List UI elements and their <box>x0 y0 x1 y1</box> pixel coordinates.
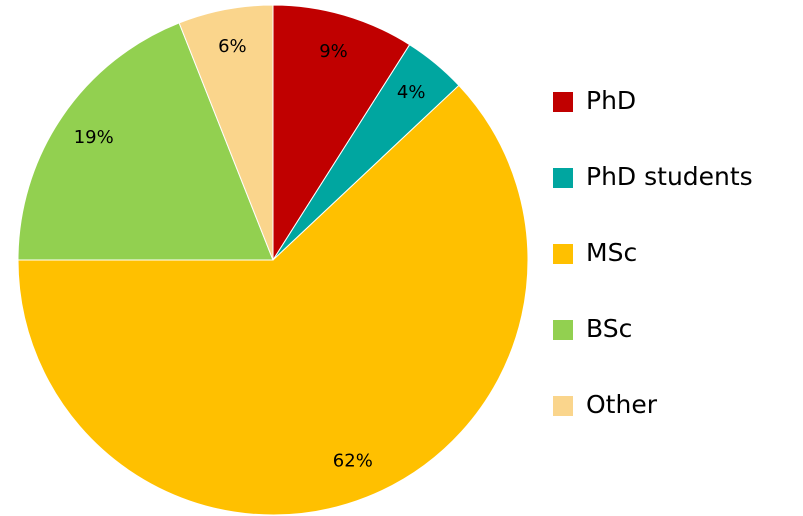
pie-slice <box>17 22 274 261</box>
slice-label: 9% <box>319 41 348 62</box>
legend-swatch <box>553 244 573 264</box>
slice-label: 4% <box>397 82 426 103</box>
legend-label: MSc <box>586 238 637 267</box>
legend-swatch <box>553 396 573 416</box>
legend-label: PhD students <box>586 162 753 191</box>
pie-slice <box>17 84 529 516</box>
legend-label: Other <box>586 390 658 419</box>
pie-slice <box>272 4 411 262</box>
legend-swatch <box>553 320 573 340</box>
legend-swatch <box>553 168 573 188</box>
slice-label: 62% <box>333 451 373 472</box>
pie-slice <box>178 4 274 261</box>
legend-swatch <box>553 92 573 112</box>
slice-label: 6% <box>218 36 247 57</box>
legend-label: PhD <box>586 86 636 115</box>
legend-label: BSc <box>586 314 632 343</box>
slice-label: 19% <box>74 127 114 148</box>
